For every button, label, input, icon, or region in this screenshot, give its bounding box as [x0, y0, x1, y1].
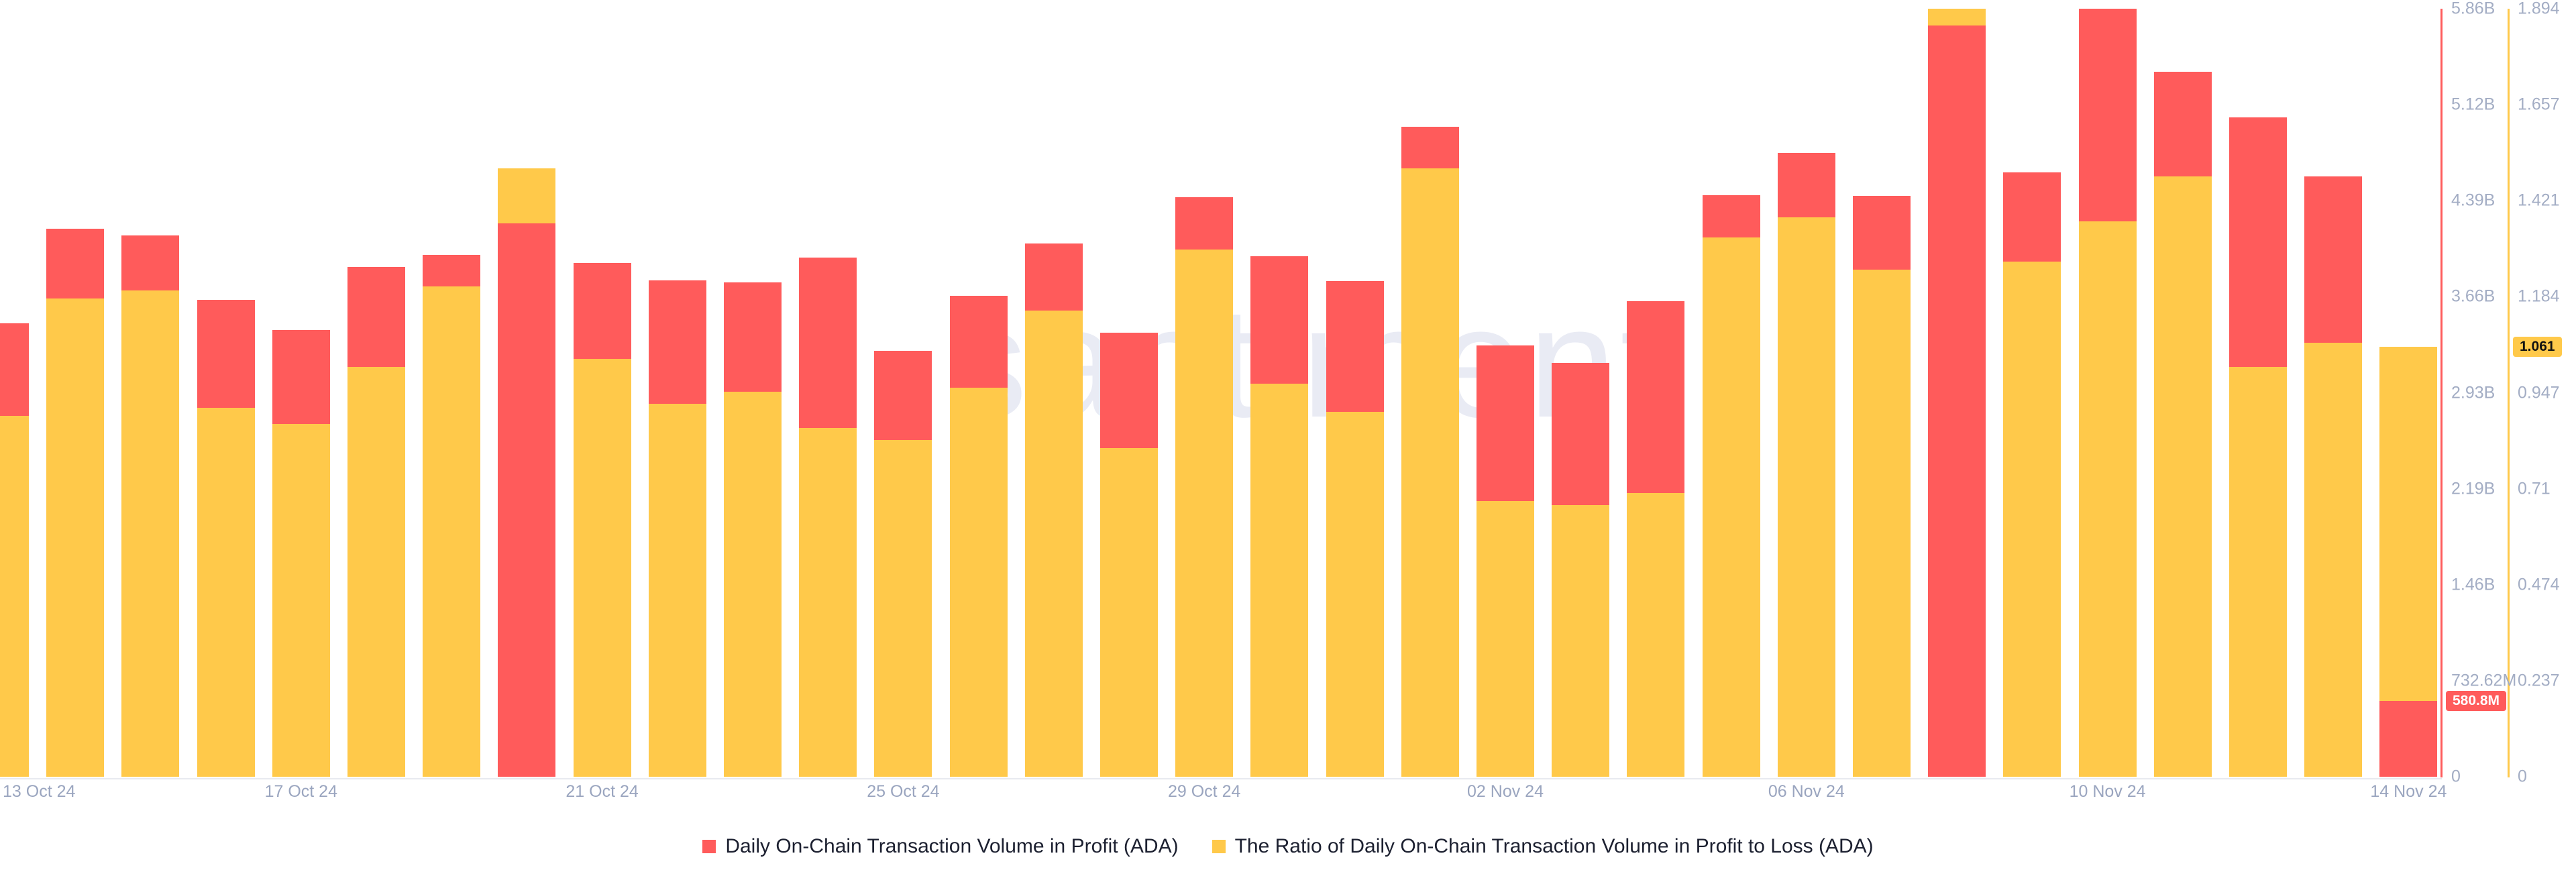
- volume-axis-tick-8: 0: [2451, 767, 2461, 786]
- volume-axis-tick-7: 732.62M: [2451, 671, 2517, 690]
- date-tick-0: 13 Oct 24: [3, 782, 76, 801]
- bar-day-24-short-segment[interactable]: [1778, 217, 1835, 777]
- bar-day-14-short-segment[interactable]: [1025, 310, 1083, 777]
- ratio-axis-tick-1: 1.657: [2518, 95, 2560, 114]
- ratio-axis-line: [2508, 9, 2510, 777]
- bar-day-26-short-segment[interactable]: [1928, 25, 1986, 777]
- legend-label-ratio: The Ratio of Daily On-Chain Transaction …: [1234, 835, 1874, 857]
- ratio-axis-tick-5: 0.71: [2518, 479, 2551, 498]
- x-axis-line: [0, 778, 2442, 779]
- bar-day-20-short-segment[interactable]: [1477, 500, 1534, 777]
- volume-legend-swatch-icon: [702, 840, 716, 853]
- ratio-axis-tick-0: 1.894: [2518, 0, 2560, 18]
- bar-day-5-short-segment[interactable]: [347, 367, 405, 777]
- bar-day-18-short-segment[interactable]: [1326, 411, 1384, 777]
- date-tick-5: 02 Nov 24: [1467, 782, 1544, 801]
- volume-axis-tick-3: 3.66B: [2451, 286, 2496, 306]
- ratio-value-badge: 1.061: [2513, 337, 2562, 357]
- bar-day-7-short-segment[interactable]: [498, 223, 555, 777]
- date-tick-1: 17 Oct 24: [264, 782, 337, 801]
- bar-day-27-short-segment[interactable]: [2003, 262, 2061, 777]
- date-tick-6: 06 Nov 24: [1768, 782, 1845, 801]
- bar-day-1-short-segment[interactable]: [46, 298, 104, 777]
- bar-day-21-short-segment[interactable]: [1552, 505, 1609, 777]
- bar-day-13-short-segment[interactable]: [950, 387, 1008, 777]
- legend-item-ratio[interactable]: The Ratio of Daily On-Chain Transaction …: [1212, 835, 1874, 858]
- volume-axis-tick-4: 2.93B: [2451, 383, 2496, 402]
- bar-day-6-short-segment[interactable]: [423, 286, 480, 777]
- bar-day-23-short-segment[interactable]: [1703, 237, 1760, 777]
- bar-day-25-short-segment[interactable]: [1853, 270, 1911, 777]
- volume-axis-tick-6: 1.46B: [2451, 575, 2496, 594]
- bar-day-16-short-segment[interactable]: [1175, 250, 1233, 777]
- ratio-axis-tick-4: 0.947: [2518, 383, 2560, 402]
- date-tick-7: 10 Nov 24: [2069, 782, 2146, 801]
- volume-axis-tick-2: 4.39B: [2451, 190, 2496, 210]
- volume-axis-tick-1: 5.12B: [2451, 95, 2496, 114]
- bar-day-9-short-segment[interactable]: [649, 403, 706, 777]
- date-tick-4: 29 Oct 24: [1167, 782, 1241, 801]
- bar-day-28-short-segment[interactable]: [2079, 221, 2137, 777]
- bar-day-11-short-segment[interactable]: [799, 428, 857, 777]
- legend-item-volume[interactable]: Daily On-Chain Transaction Volume in Pro…: [702, 835, 1179, 858]
- bar-day-15-short-segment[interactable]: [1100, 448, 1158, 777]
- bar-day-8-short-segment[interactable]: [574, 359, 631, 777]
- bar-day-12-short-segment[interactable]: [874, 440, 932, 777]
- bar-day-2-short-segment[interactable]: [121, 290, 179, 777]
- bar-day-0-short-segment[interactable]: [0, 416, 29, 777]
- bar-day-31-short-segment[interactable]: [2304, 343, 2362, 777]
- bar-day-10-short-segment[interactable]: [724, 391, 782, 777]
- ratio-legend-swatch-icon: [1212, 840, 1226, 853]
- ratio-axis-tick-8: 0: [2518, 767, 2527, 786]
- bar-day-30-short-segment[interactable]: [2229, 367, 2287, 777]
- bar-day-32-short-segment[interactable]: [2379, 700, 2437, 777]
- legend: Daily On-Chain Transaction Volume in Pro…: [0, 828, 2576, 865]
- bar-day-4-short-segment[interactable]: [272, 424, 330, 777]
- bar-day-3-short-segment[interactable]: [197, 407, 255, 777]
- date-tick-8: 14 Nov 24: [2370, 782, 2447, 801]
- volume-value-badge: 580.8M: [2446, 691, 2507, 711]
- ratio-axis-tick-3: 1.184: [2518, 286, 2560, 306]
- bar-day-19-short-segment[interactable]: [1401, 168, 1459, 777]
- volume-axis-tick-0: 5.86B: [2451, 0, 2496, 18]
- volume-axis-tick-5: 2.19B: [2451, 479, 2496, 498]
- bar-day-17-short-segment[interactable]: [1250, 383, 1308, 777]
- ratio-axis-tick-2: 1.421: [2518, 190, 2560, 210]
- volume-axis-line: [2440, 9, 2443, 777]
- date-tick-3: 25 Oct 24: [867, 782, 940, 801]
- bar-day-22-short-segment[interactable]: [1627, 492, 1684, 777]
- bar-day-29-short-segment[interactable]: [2154, 176, 2212, 777]
- ratio-axis-tick-7: 0.237: [2518, 671, 2560, 690]
- ratio-axis-tick-6: 0.474: [2518, 575, 2560, 594]
- legend-label-volume: Daily On-Chain Transaction Volume in Pro…: [725, 835, 1179, 857]
- date-tick-2: 21 Oct 24: [566, 782, 639, 801]
